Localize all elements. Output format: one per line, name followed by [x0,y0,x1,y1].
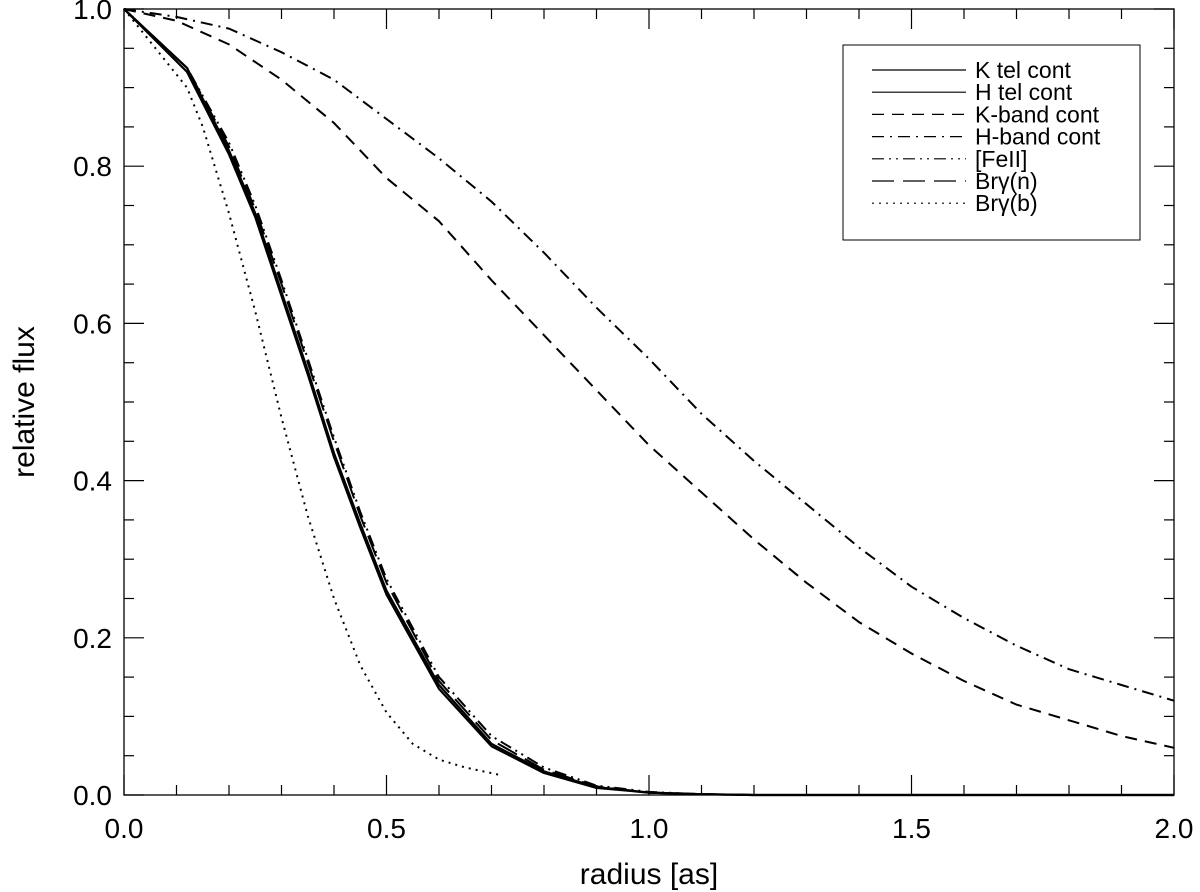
legend-label: [FeII] [975,146,1027,172]
tick-labels: 0.0 0.5 1.0 1.5 2.0 0.0 0.2 0.4 0.6 0.8 1.0 [73,0,1193,844]
legend-label: H-band cont [975,124,1101,150]
legend-box [842,44,1141,241]
y-tick-label: 0.6 [73,308,112,339]
x-tick-label: 0.0 [105,813,144,844]
y-tick-label: 1.0 [73,0,112,25]
series-line-4 [123,8,1175,702]
y-tick-label: 0.2 [73,623,112,654]
legend-label: K-band cont [975,101,1100,127]
x-axis-title: radius [as] [580,858,718,891]
x-tick-label: 0.5 [367,813,406,844]
legend-label: Brγ(b) [975,190,1038,216]
legend-label: Brγ(n) [975,168,1038,194]
y-tick-label: 0.4 [73,466,112,497]
y-tick-label: 0.0 [73,780,112,811]
y-tick-label: 0.8 [73,151,112,182]
legend-label: K tel cont [975,57,1071,83]
series-line-7 [123,8,503,777]
x-tick-label: 2.0 [1155,813,1194,844]
series-line-3 [123,8,1175,749]
series-line-6 [123,8,1174,796]
series-layer [123,8,1175,797]
x-tick-label: 1.5 [892,813,931,844]
y-axis-title: relative flux [8,326,41,478]
legend-label: H tel cont [975,79,1073,105]
x-tick-label: 1.0 [630,813,669,844]
